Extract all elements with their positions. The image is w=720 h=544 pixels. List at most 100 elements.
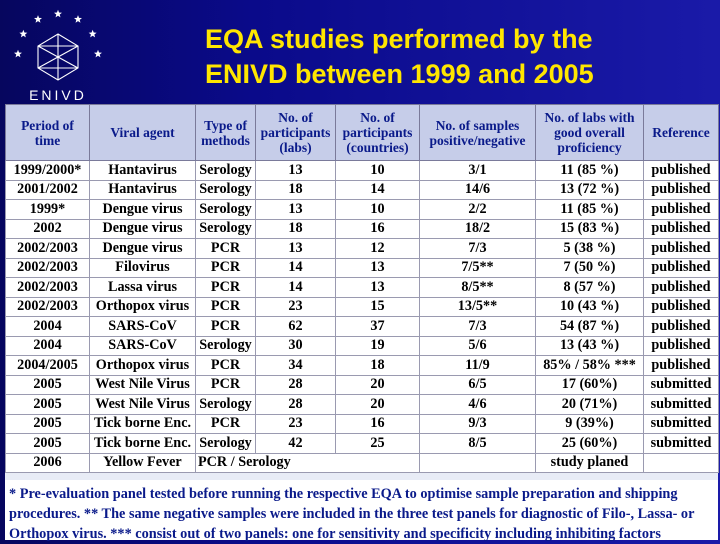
table-row: 2002/2003 Dengue virus PCR 13 12 7/3 5 (38 %) p… xyxy=(5,238,719,259)
cell-method: PCR xyxy=(195,413,256,434)
cell-method: Serology xyxy=(195,335,256,356)
table-row: 2005 Tick borne Enc. PCR 23 16 9/3 9 (39%) subm… xyxy=(5,413,719,434)
cell-proficiency: study planed xyxy=(535,452,644,473)
cell-reference: submitted xyxy=(643,394,719,415)
cell-viral-agent: Yellow Fever xyxy=(89,452,196,473)
cell-proficiency: 54 (87 %) xyxy=(535,316,644,337)
slide-title: EQA studies performed by the ENIVD betwe… xyxy=(205,22,715,92)
table-bottom-strip xyxy=(5,472,718,481)
cell-method: PCR xyxy=(195,316,256,337)
cell-samples: 8/5 xyxy=(419,433,536,454)
cell-reference: published xyxy=(643,179,719,200)
cell-labs: 13 xyxy=(255,199,336,220)
cell-countries: 20 xyxy=(335,374,420,395)
cell-viral-agent: Tick borne Enc. xyxy=(89,433,196,454)
cell-samples: 18/2 xyxy=(419,218,536,239)
logo-star xyxy=(14,49,22,58)
cell-viral-agent: Hantavirus xyxy=(89,160,196,181)
cell-period: 2002/2003 xyxy=(5,238,90,259)
cell-method: PCR xyxy=(195,355,256,376)
cell-labs: 14 xyxy=(255,277,336,298)
logo-star xyxy=(54,9,62,18)
cell-method: Serology xyxy=(195,199,256,220)
cell-countries: 13 xyxy=(335,257,420,278)
header-participants-countries: No. of participants (countries) xyxy=(335,104,420,161)
table-row: 2005 Tick borne Enc. Serology 42 25 8/5 25 (60… xyxy=(5,433,719,454)
cell-viral-agent: Orthopox virus xyxy=(89,355,196,376)
table-header-row: Period of time Viral agent Type of metho… xyxy=(5,104,719,161)
cell-proficiency: 13 (72 %) xyxy=(535,179,644,200)
table-row: 2006 Yellow Fever PCR / Serology study plan… xyxy=(5,452,719,473)
cell-countries: 25 xyxy=(335,433,420,454)
eqa-table: Period of time Viral agent Type of metho… xyxy=(5,104,719,473)
cell-labs: 34 xyxy=(255,355,336,376)
cell-viral-agent: West Nile Virus xyxy=(89,394,196,415)
cell-method: Serology xyxy=(195,394,256,415)
cell-method: PCR xyxy=(195,238,256,259)
table-row: 2005 West Nile Virus PCR 28 20 6/5 17 (60%) sub… xyxy=(5,374,719,395)
title-line-1: EQA studies performed by the xyxy=(205,24,593,54)
cell-period: 2005 xyxy=(5,374,90,395)
cell-proficiency: 8 (57 %) xyxy=(535,277,644,298)
cell-viral-agent: Tick borne Enc. xyxy=(89,413,196,434)
header-reference: Reference xyxy=(643,104,719,161)
cell-method: PCR xyxy=(195,277,256,298)
cell-viral-agent: Dengue virus xyxy=(89,199,196,220)
cell-samples: 5/6 xyxy=(419,335,536,356)
logo-star xyxy=(74,15,82,23)
logo-star xyxy=(19,29,28,38)
cell-samples: 11/9 xyxy=(419,355,536,376)
cell-method: Serology xyxy=(195,179,256,200)
header-participants-labs: No. of participants (labs) xyxy=(255,104,336,161)
cell-proficiency: 10 (43 %) xyxy=(535,296,644,317)
cell-period: 2001/2002 xyxy=(5,179,90,200)
cell-countries: 16 xyxy=(335,218,420,239)
cell-countries: 15 xyxy=(335,296,420,317)
cell-method: Serology xyxy=(195,160,256,181)
cell-reference: published xyxy=(643,199,719,220)
cell-proficiency: 11 (85 %) xyxy=(535,199,644,220)
cell-period: 2005 xyxy=(5,394,90,415)
cell-reference: published xyxy=(643,257,719,278)
cell-proficiency: 15 (83 %) xyxy=(535,218,644,239)
cell-proficiency: 25 (60%) xyxy=(535,433,644,454)
cell-reference: published xyxy=(643,160,719,181)
cell-countries: 10 xyxy=(335,199,420,220)
cell-proficiency: 7 (50 %) xyxy=(535,257,644,278)
logo-star xyxy=(34,15,42,23)
cell-proficiency: 11 (85 %) xyxy=(535,160,644,181)
table-row: 1999* Dengue virus Serology 13 10 2/2 11 (85 %… xyxy=(5,199,719,220)
cell-labs: 18 xyxy=(255,218,336,239)
cell-period: 2002 xyxy=(5,218,90,239)
cell-labs: 23 xyxy=(255,296,336,317)
header-period: Period of time xyxy=(5,104,90,161)
cell-period: 2002/2003 xyxy=(5,257,90,278)
cell-countries: 18 xyxy=(335,355,420,376)
table-row: 2005 West Nile Virus Serology 28 20 4/6 20 (71… xyxy=(5,394,719,415)
cell-countries: 13 xyxy=(335,277,420,298)
cell-method: PCR / Serology xyxy=(195,452,420,473)
cell-samples: 7/5** xyxy=(419,257,536,278)
cell-reference: published xyxy=(643,355,719,376)
cell-reference: published xyxy=(643,218,719,239)
cell-reference: submitted xyxy=(643,413,719,434)
cell-reference: submitted xyxy=(643,374,719,395)
cell-proficiency: 20 (71%) xyxy=(535,394,644,415)
table-row: 2001/2002 Hantavirus Serology 18 14 14/6 13 (7… xyxy=(5,179,719,200)
cell-samples: 7/3 xyxy=(419,316,536,337)
cell-labs: 30 xyxy=(255,335,336,356)
cell-period: 2004 xyxy=(5,335,90,356)
cell-labs: 13 xyxy=(255,160,336,181)
cell-reference: published xyxy=(643,335,719,356)
header-viral-agent: Viral agent xyxy=(89,104,196,161)
cell-proficiency: 13 (43 %) xyxy=(535,335,644,356)
table-row: 2002 Dengue virus Serology 18 16 18/2 15 (83 %… xyxy=(5,218,719,239)
cell-labs: 42 xyxy=(255,433,336,454)
cell-samples: 13/5** xyxy=(419,296,536,317)
cell-proficiency: 5 (38 %) xyxy=(535,238,644,259)
cell-viral-agent: Filovirus xyxy=(89,257,196,278)
cell-reference: published xyxy=(643,296,719,317)
header-proficiency: No. of labs with good overall proficienc… xyxy=(535,104,644,161)
cell-labs: 13 xyxy=(255,238,336,259)
cell-labs: 62 xyxy=(255,316,336,337)
